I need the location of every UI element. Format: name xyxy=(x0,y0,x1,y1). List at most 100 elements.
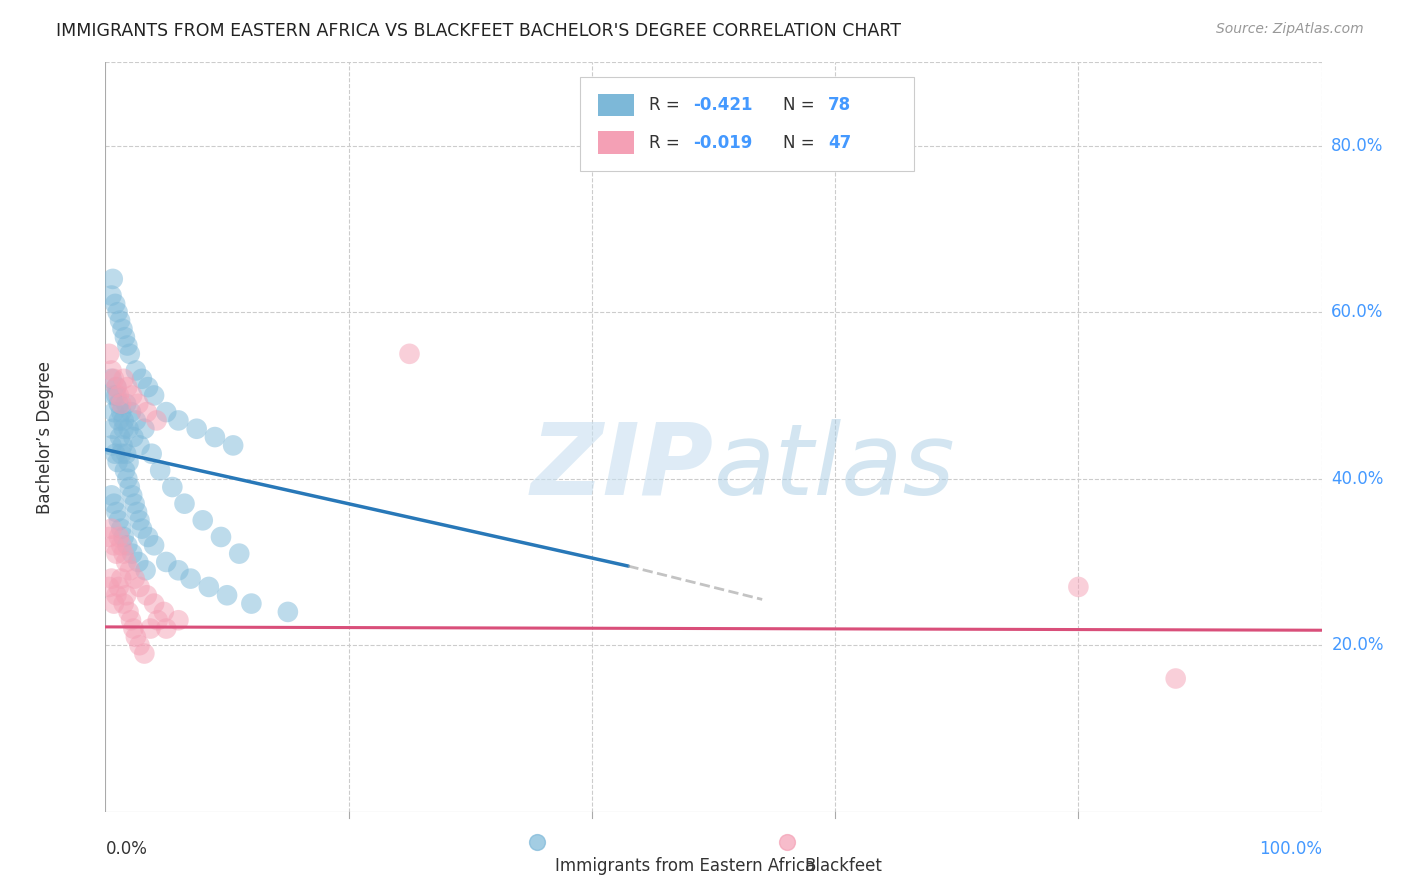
Point xyxy=(118,563,141,577)
Text: ZIP: ZIP xyxy=(530,418,713,516)
Text: 40.0%: 40.0% xyxy=(1331,470,1384,488)
Point xyxy=(146,613,169,627)
Point xyxy=(228,547,250,561)
Point xyxy=(180,572,202,586)
Point xyxy=(110,522,132,536)
Point xyxy=(101,422,124,436)
Point xyxy=(112,413,135,427)
Point xyxy=(105,547,128,561)
Point xyxy=(398,347,420,361)
Point xyxy=(100,438,122,452)
Point xyxy=(100,572,122,586)
Point xyxy=(141,447,163,461)
Point xyxy=(153,605,176,619)
Point xyxy=(110,405,132,419)
Point xyxy=(107,305,129,319)
Point xyxy=(131,372,153,386)
Text: N =: N = xyxy=(783,96,820,114)
Text: -0.019: -0.019 xyxy=(693,134,752,152)
Point xyxy=(1067,580,1090,594)
Point xyxy=(105,588,128,602)
Point xyxy=(108,513,131,527)
Point xyxy=(108,580,131,594)
Point xyxy=(110,572,132,586)
Point xyxy=(118,480,141,494)
Point xyxy=(108,397,131,411)
Point xyxy=(145,413,167,427)
Point xyxy=(191,513,214,527)
Point xyxy=(117,455,139,469)
Point xyxy=(128,638,150,652)
Point xyxy=(121,547,143,561)
Point xyxy=(115,447,138,461)
Point xyxy=(100,522,122,536)
Point xyxy=(134,422,156,436)
Point xyxy=(222,438,245,452)
Point xyxy=(103,597,125,611)
FancyBboxPatch shape xyxy=(579,78,914,171)
Point xyxy=(775,838,797,852)
Point xyxy=(127,555,149,569)
Point xyxy=(173,497,195,511)
Point xyxy=(118,347,141,361)
Point xyxy=(104,297,127,311)
Point xyxy=(149,463,172,477)
Point xyxy=(121,488,143,502)
Point xyxy=(115,555,138,569)
Point xyxy=(135,405,157,419)
Point xyxy=(100,363,122,377)
Point xyxy=(117,380,139,394)
Point xyxy=(108,313,131,327)
Point xyxy=(112,547,135,561)
Point xyxy=(105,388,128,402)
Point xyxy=(103,372,125,386)
Point xyxy=(112,422,135,436)
Point xyxy=(167,563,190,577)
Text: 80.0%: 80.0% xyxy=(1331,136,1384,154)
Bar xyxy=(598,94,634,116)
Text: 100.0%: 100.0% xyxy=(1258,840,1322,858)
Point xyxy=(110,447,132,461)
Point xyxy=(104,447,127,461)
Point xyxy=(155,405,177,419)
Point xyxy=(117,605,139,619)
Point xyxy=(127,397,149,411)
Point xyxy=(115,397,138,411)
Bar xyxy=(598,131,634,153)
Point xyxy=(108,430,131,444)
Point xyxy=(111,438,134,452)
Point xyxy=(124,572,146,586)
Point xyxy=(125,505,148,519)
Point xyxy=(198,580,221,594)
Point xyxy=(100,288,122,302)
Point xyxy=(162,480,184,494)
Text: 78: 78 xyxy=(828,96,851,114)
Point xyxy=(128,513,150,527)
Point xyxy=(186,422,208,436)
Point xyxy=(125,630,148,644)
Point xyxy=(103,497,125,511)
Point xyxy=(526,838,548,852)
Point xyxy=(136,380,159,394)
Point xyxy=(108,530,131,544)
Point xyxy=(110,538,132,552)
Point xyxy=(143,597,166,611)
Point xyxy=(107,455,129,469)
Point xyxy=(1164,672,1187,686)
Point xyxy=(120,405,142,419)
Point xyxy=(112,372,135,386)
Point xyxy=(103,538,125,552)
Point xyxy=(217,588,239,602)
Text: 60.0%: 60.0% xyxy=(1331,303,1384,321)
Text: 0.0%: 0.0% xyxy=(105,840,148,858)
Point xyxy=(117,538,139,552)
Point xyxy=(105,380,128,394)
Text: R =: R = xyxy=(650,134,685,152)
Point xyxy=(111,322,134,336)
Point xyxy=(209,530,232,544)
Point xyxy=(128,580,150,594)
Point xyxy=(117,338,139,352)
Point xyxy=(122,622,145,636)
Point xyxy=(98,580,121,594)
Point xyxy=(112,530,135,544)
